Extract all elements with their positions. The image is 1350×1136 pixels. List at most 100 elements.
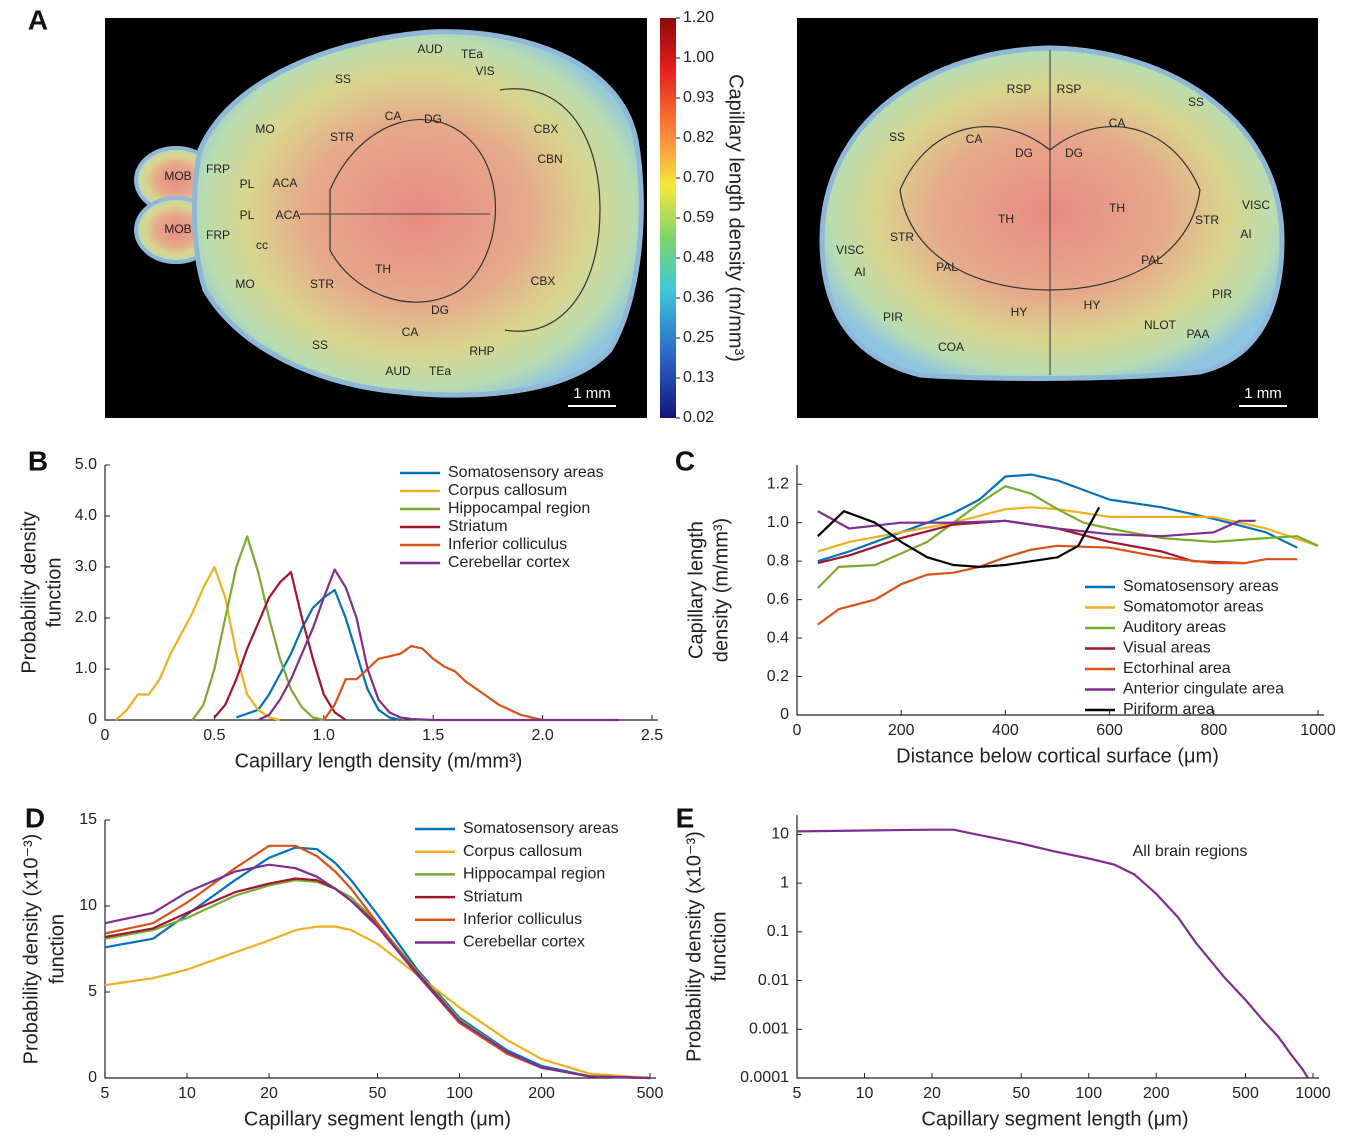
- series-line: [235, 588, 401, 722]
- region-label: FRP: [206, 162, 230, 176]
- region-label: MO: [235, 277, 254, 291]
- region-label: HY: [1011, 305, 1028, 319]
- region-label: MO: [255, 122, 274, 136]
- legend-label: Hippocampal region: [463, 866, 605, 883]
- x-tick-label: 20: [923, 1085, 941, 1102]
- region-label: STR: [330, 130, 354, 144]
- region-label: COA: [938, 340, 964, 354]
- region-label: STR: [890, 230, 914, 244]
- region-label: SS: [312, 338, 328, 352]
- region-label: CA: [385, 109, 402, 123]
- legend-label: Anterior cingulate area: [1123, 681, 1284, 698]
- region-label: CBX: [531, 274, 556, 288]
- region-label: DG: [1065, 146, 1083, 160]
- region-label: STR: [1195, 213, 1219, 227]
- y-axis-label: function: [708, 911, 730, 981]
- y-tick-label: 10: [771, 826, 789, 843]
- legend-label: Corpus callosum: [463, 843, 582, 860]
- colorbar-tick-label: 0.02: [683, 409, 714, 426]
- series-line: [322, 644, 543, 722]
- legend-label: Inferior colliculus: [448, 536, 567, 553]
- y-axis-label: function: [46, 914, 68, 984]
- region-label: PIR: [883, 310, 903, 324]
- x-axis-label: Capillary segment length (μm): [244, 1108, 511, 1130]
- y-tick-label: 0: [88, 1069, 97, 1086]
- y-tick-label: 2.0: [75, 609, 97, 626]
- region-label: TEa: [461, 47, 483, 61]
- y-axis-label: function: [43, 557, 65, 627]
- colorbar-tick-label: 0.59: [683, 209, 714, 226]
- y-tick-label: 1.0: [767, 514, 789, 531]
- y-tick-label: 0.1: [767, 923, 789, 940]
- y-tick-label: 0.4: [767, 629, 789, 646]
- region-label: PAL: [936, 260, 958, 274]
- x-tick-label: 200: [528, 1085, 555, 1102]
- y-tick-label: 0.2: [767, 668, 789, 685]
- x-tick-label: 5: [793, 1085, 802, 1102]
- y-axis-label: Probability density: [18, 511, 40, 673]
- series-line: [191, 535, 325, 722]
- legend-label: Somatomotor areas: [1123, 599, 1264, 616]
- y-tick-label: 0.01: [758, 972, 789, 989]
- panel-label: D: [25, 802, 45, 833]
- y-tick-label: 0.0001: [740, 1069, 789, 1086]
- legend-label: Striatum: [448, 518, 508, 535]
- colorbar-tick-label: 1.00: [683, 49, 714, 66]
- x-tick-label: 1.5: [422, 727, 444, 744]
- region-label: VIS: [475, 64, 494, 78]
- y-tick-label: 10: [79, 897, 97, 914]
- region-label: CA: [1109, 116, 1126, 130]
- x-tick-label: 500: [637, 1085, 664, 1102]
- x-tick-label: 10: [856, 1085, 874, 1102]
- x-tick-label: 800: [1200, 722, 1227, 739]
- y-axis-label: Probability density (x10⁻³): [20, 834, 42, 1065]
- brain-outline: [899, 126, 1201, 291]
- colorbar-tick-label: 0.93: [683, 89, 714, 106]
- region-label: RSP: [1007, 82, 1032, 96]
- x-tick-label: 50: [369, 1085, 387, 1102]
- x-tick-label: 0: [101, 727, 110, 744]
- y-tick-label: 0.6: [767, 591, 789, 608]
- series-line: [817, 544, 1298, 626]
- region-label: AI: [1240, 227, 1251, 241]
- colorbar-tick-label: 0.25: [683, 329, 714, 346]
- series-line: [257, 568, 620, 722]
- panel-label: B: [28, 445, 48, 476]
- x-tick-label: 0.5: [203, 727, 225, 744]
- x-axis-label: Capillary segment length (μm): [921, 1108, 1188, 1130]
- legend-label: Auditory areas: [1123, 619, 1226, 636]
- region-label: CBX: [534, 122, 559, 136]
- x-tick-label: 1000: [1295, 1085, 1331, 1102]
- region-label: PAL: [1141, 253, 1163, 267]
- region-label: PL: [240, 208, 255, 222]
- x-tick-label: 5: [101, 1085, 110, 1102]
- legend-label: Somatosensory areas: [1123, 578, 1279, 595]
- y-tick-label: 1.2: [767, 475, 789, 492]
- x-tick-label: 200: [888, 722, 915, 739]
- region-label: ACA: [273, 176, 298, 190]
- series-line: [796, 828, 1309, 1079]
- series-line: [817, 506, 1319, 553]
- region-label: TEa: [429, 364, 451, 378]
- y-axis-label: Probability density (x10⁻³): [683, 831, 705, 1062]
- region-label: AUD: [417, 42, 443, 56]
- x-tick-label: 100: [446, 1085, 473, 1102]
- region-label: DG: [431, 303, 449, 317]
- region-label: VISC: [836, 243, 864, 257]
- colorbar-tick-label: 0.70: [683, 169, 714, 186]
- x-tick-label: 20: [260, 1085, 278, 1102]
- x-tick-label: 2.5: [641, 727, 663, 744]
- x-tick-label: 200: [1143, 1085, 1170, 1102]
- y-tick-label: 0: [780, 706, 789, 723]
- legend-label: Cerebellar cortex: [463, 934, 585, 951]
- legend-label: Somatosensory areas: [463, 820, 619, 837]
- region-label: AI: [854, 265, 865, 279]
- region-label: CA: [402, 325, 419, 339]
- series-line: [817, 485, 1319, 589]
- panel-label: A: [28, 4, 48, 35]
- x-axis-label: Distance below cortical surface (μm): [896, 745, 1219, 767]
- region-label: PAA: [1186, 327, 1209, 341]
- panel-label: E: [676, 802, 695, 833]
- region-label: TH: [375, 262, 391, 276]
